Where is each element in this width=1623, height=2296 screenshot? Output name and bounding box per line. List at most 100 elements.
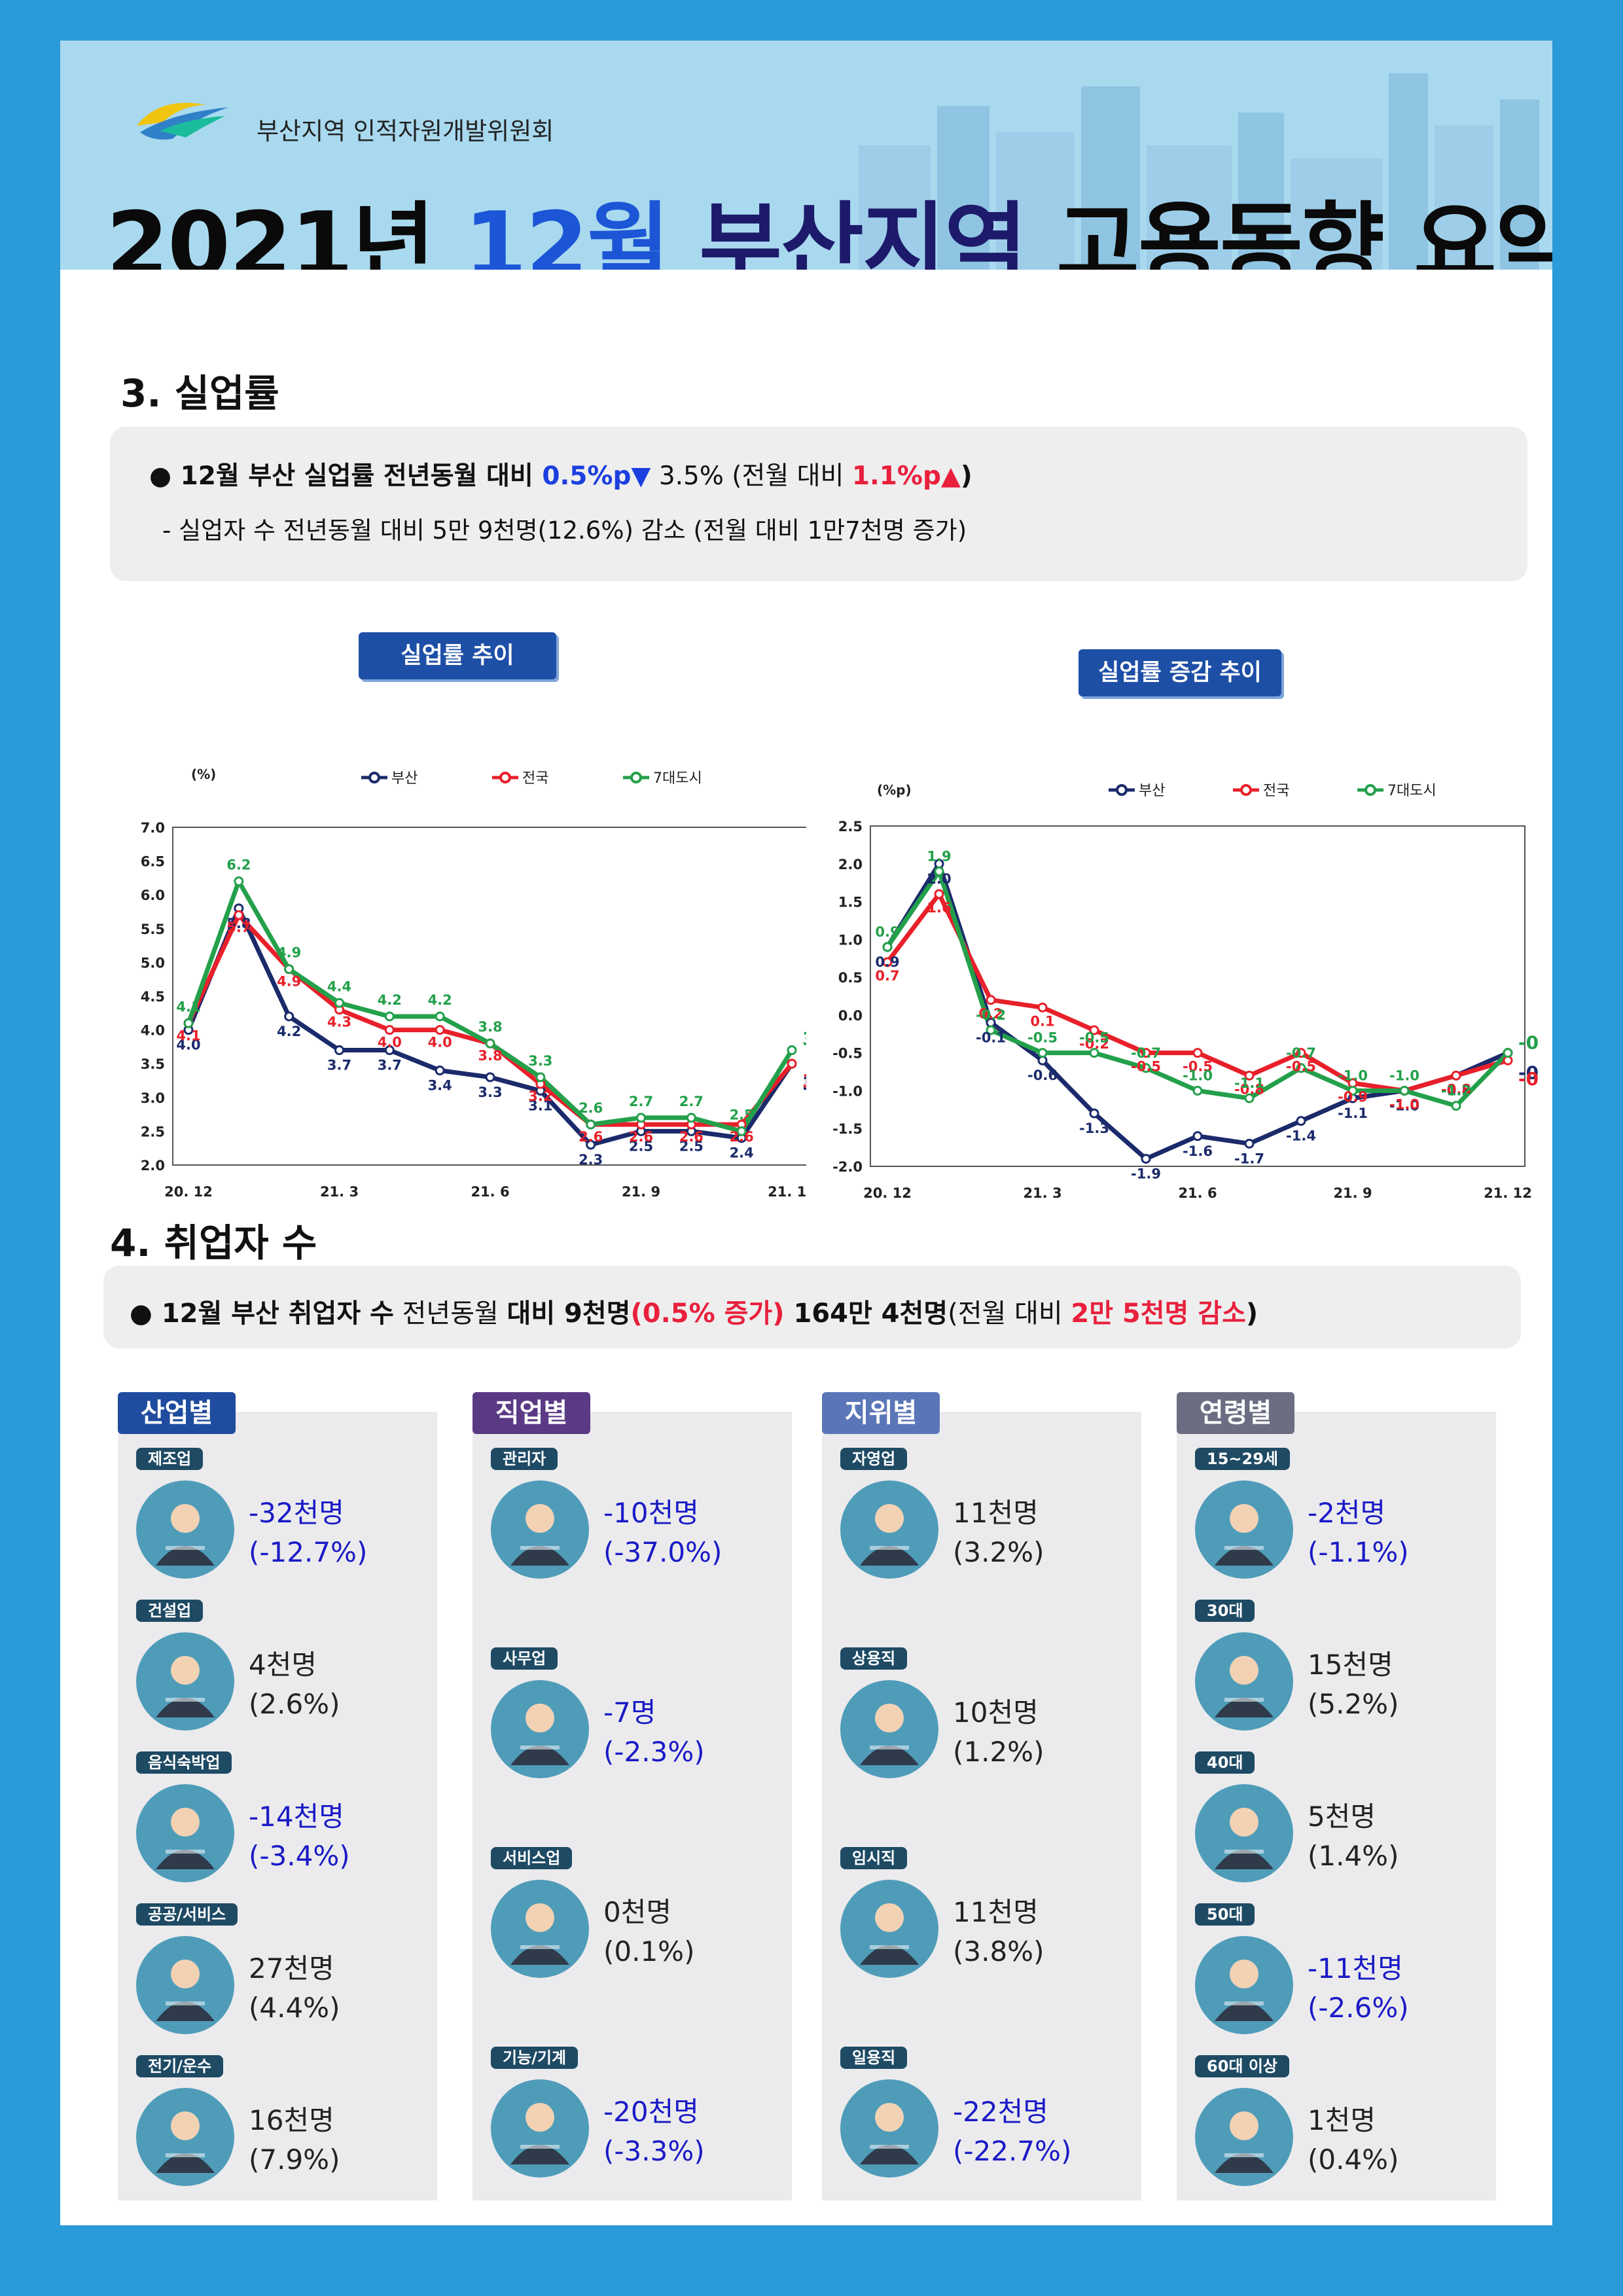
stat-item-value: -32천명 (-12.7%): [249, 1494, 367, 1572]
y-tick-label: 3.5: [141, 1056, 165, 1072]
data-label: 3.2: [528, 1088, 552, 1104]
data-label: 2.6: [629, 1129, 653, 1145]
data-label: -0.5: [1027, 1030, 1058, 1046]
data-point: [1037, 1048, 1048, 1058]
stat-item-value: -10천명 (-37.0%): [603, 1494, 722, 1572]
y-tick-label: 3.0: [141, 1090, 165, 1106]
stat-percent: (2.6%): [249, 1688, 340, 1720]
data-label: -0.8: [1441, 1083, 1471, 1098]
x-tick-label: 21. 9: [1333, 1185, 1372, 1201]
y-tick-label: 1.0: [838, 932, 863, 948]
stat-percent: (-1.1%): [1308, 1536, 1409, 1568]
young-couple-icon: [1195, 1480, 1293, 1579]
data-label: 3.1: [528, 1098, 552, 1113]
y-tick-label: 6.5: [141, 854, 165, 870]
stat-item: 자영업 11천명 (3.2%): [822, 1448, 1141, 1585]
data-label: -0.7: [1286, 1045, 1316, 1061]
data-point: [1141, 1048, 1151, 1058]
stat-count: -2천명: [1308, 1497, 1386, 1529]
unemployment-change-chart: 2.52.01.51.00.50.0-0.5-1.0-1.5-2.020. 12…: [832, 782, 1539, 1201]
data-label: 3.5: [802, 1073, 806, 1094]
service-worker-icon: [491, 1880, 589, 1978]
data-label: 0.7: [875, 968, 899, 984]
data-label: -1.7: [1234, 1151, 1264, 1166]
stat-percent: (-2.6%): [1308, 1992, 1409, 2024]
data-label: 5.7: [226, 920, 251, 935]
x-tick-label: 20. 12: [863, 1185, 912, 1201]
stat-item-label: 30대: [1195, 1600, 1255, 1622]
data-label: 0.1: [1030, 1013, 1054, 1029]
data-label: 3.7: [378, 1058, 402, 1073]
data-point: [535, 1072, 546, 1083]
data-label: 2.6: [730, 1129, 754, 1145]
stat-item: 60대 이상 1천명 (0.4%): [1177, 2055, 1496, 2193]
data-label: 3.3: [478, 1085, 502, 1100]
clerk-icon: [491, 1680, 589, 1778]
stat-item: 기능/기계 -20천명 (-3.3%): [473, 2047, 792, 2184]
data-label: 0.9: [875, 924, 899, 940]
column-tab: 연령별: [1177, 1392, 1294, 1434]
data-label: 4.9: [277, 974, 301, 990]
data-label: -0.2: [1079, 1036, 1109, 1052]
data-point: [882, 957, 893, 967]
x-tick-label: 21. 12: [768, 1184, 806, 1200]
stat-item-value: 1천명 (0.4%): [1308, 2101, 1399, 2179]
data-point: [1192, 1131, 1203, 1141]
main-title: 2021년 12월 부산지역 고용동향 요약: [106, 192, 1552, 270]
data-point: [586, 1139, 596, 1150]
data-label: 4.1: [176, 1028, 200, 1043]
y-axis-unit: (%p): [877, 782, 912, 798]
job-document-icon: [840, 2079, 938, 2178]
legend-marker: [630, 772, 642, 783]
data-label: 2.5: [679, 1138, 704, 1154]
y-tick-label: 5.5: [141, 922, 165, 937]
data-point: [1296, 1063, 1306, 1073]
stat-item-value: 27천명 (4.4%): [249, 1949, 340, 2028]
stat-item: 15~29세 -2천명 (-1.1%): [1177, 1448, 1496, 1585]
x-tick-label: 21. 6: [1178, 1185, 1217, 1201]
stat-percent: (0.4%): [1308, 2144, 1399, 2176]
legend-marker: [368, 772, 380, 783]
data-point: [1399, 1085, 1410, 1096]
data-point: [636, 1113, 646, 1123]
legend-label: 부산: [1139, 783, 1165, 799]
data-label: 4.9: [277, 945, 301, 961]
stat-item-label: 공공/서비스: [136, 1903, 238, 1926]
data-label: 4.0: [378, 1035, 402, 1050]
stat-item-label: 50대: [1195, 1903, 1255, 1926]
stat-count: -32천명: [249, 1497, 344, 1529]
stat-item-label: 전기/운수: [136, 2055, 224, 2077]
column-tab: 지위별: [822, 1392, 940, 1434]
data-point: [787, 1058, 797, 1069]
data-label: 2.7: [679, 1094, 704, 1109]
data-point: [586, 1119, 596, 1130]
data-label: -1.1: [1338, 1105, 1368, 1121]
unemployment-summary-box: ● 12월 부산 실업률 전년동월 대비 0.5%p▼ 3.5% (전월 대비 …: [110, 427, 1527, 581]
stat-count: -10천명: [603, 1497, 699, 1529]
data-label: 1.9: [927, 848, 951, 864]
employment-summary-line: ● 12월 부산 취업자 수 전년동월 대비 9천명(0.5% 증가) 164만…: [130, 1299, 1258, 1329]
data-label: 4.0: [176, 1037, 200, 1053]
organization-name: 부산지역 인적자원개발위원회: [257, 117, 554, 145]
data-point: [284, 964, 294, 975]
stat-percent: (4.4%): [249, 1992, 340, 2024]
fifties-couple-icon: [1195, 1936, 1293, 2034]
data-point: [183, 1018, 194, 1028]
stat-item-label: 자영업: [840, 1448, 908, 1470]
data-label: -0.5: [1183, 1059, 1213, 1075]
data-label: 0.2: [978, 1006, 1003, 1022]
data-label: -0.6: [1518, 1068, 1539, 1090]
stat-count: 16천명: [249, 2104, 334, 2136]
data-point: [1089, 1048, 1099, 1058]
stat-percent: (-12.7%): [249, 1536, 368, 1568]
stat-percent: (5.2%): [1308, 1688, 1399, 1720]
shop-icon: [840, 1480, 938, 1579]
data-point: [1037, 1002, 1048, 1013]
forties-couple-icon: [1195, 1784, 1293, 1882]
data-label: 2.5: [629, 1138, 653, 1154]
regular-worker-icon: [840, 1680, 938, 1778]
data-point: [384, 1025, 395, 1035]
data-label: 2.5: [730, 1107, 754, 1122]
data-label: -0.6: [1027, 1067, 1058, 1083]
x-tick-label: 21. 9: [622, 1184, 660, 1200]
